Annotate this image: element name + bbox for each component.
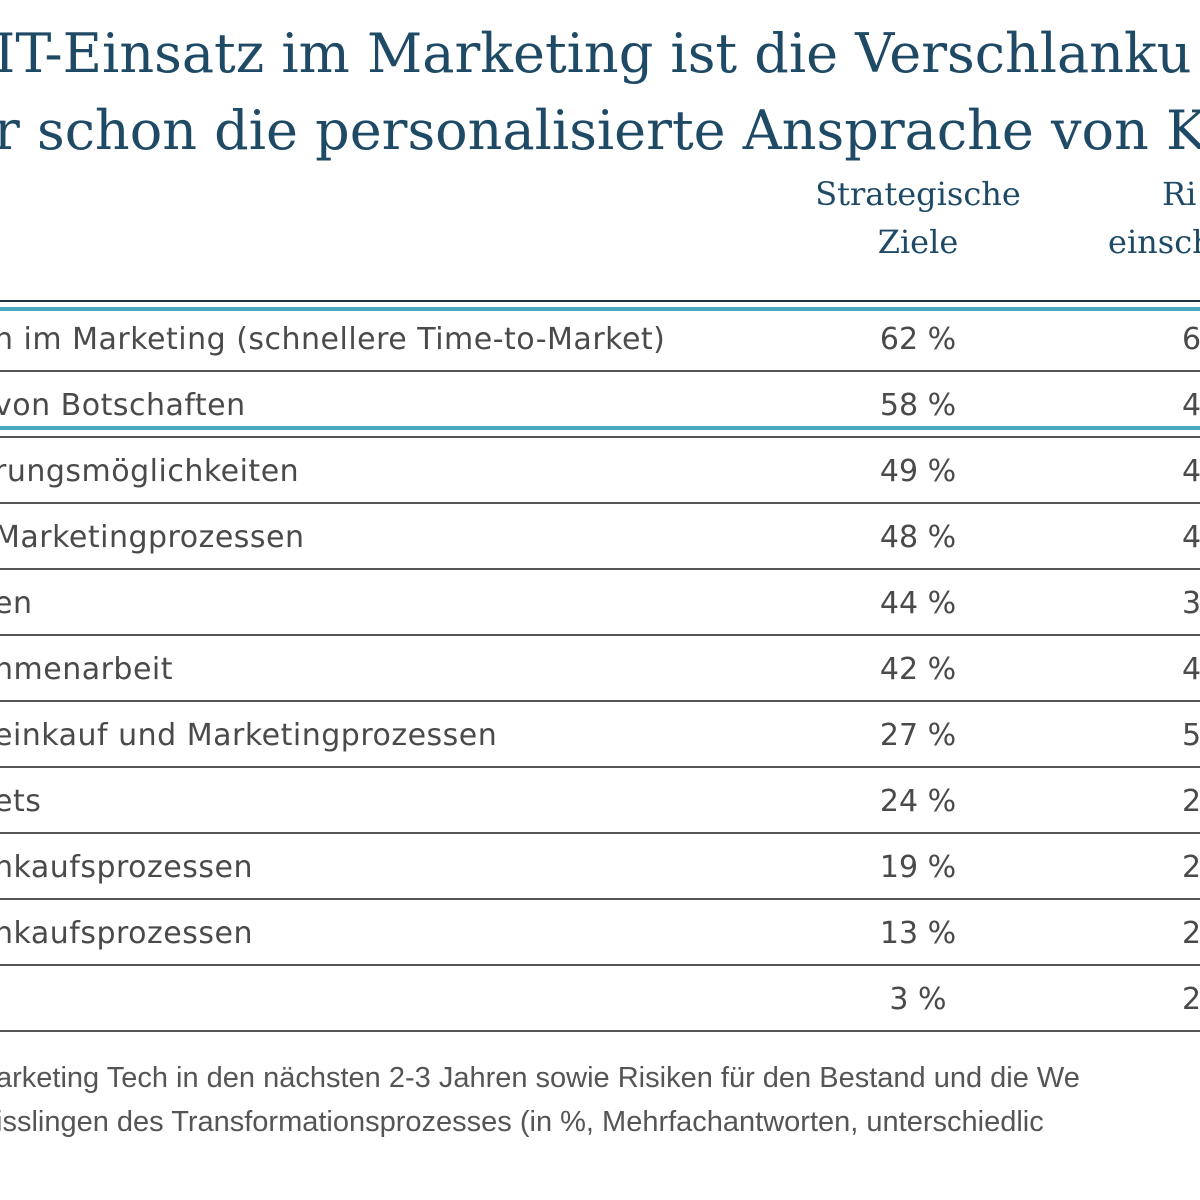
column-header-risks-line-1: Ri — [1162, 175, 1197, 213]
row-label: ets — [0, 784, 42, 819]
table-row: n im Marketing (schnellere Time-to-Marke… — [0, 304, 1200, 370]
row-value-risks: 4 — [1182, 520, 1200, 555]
table-row: nmenarbeit 42 % 4 — [0, 634, 1200, 700]
chart-title-line-2: r schon die personalisierte Ansprache vo… — [0, 99, 1200, 162]
row-value-strategic: 24 % — [879, 784, 957, 819]
row-label: nkaufsprozessen — [0, 916, 253, 951]
row-label: rungsmöglichkeiten — [0, 454, 300, 489]
row-value-strategic: 58 % — [879, 388, 957, 423]
row-value-strategic: 3 % — [889, 982, 947, 1017]
row-value-risks: 2 — [1182, 784, 1200, 819]
row-divider — [0, 964, 1200, 966]
row-value-risks: 4 — [1182, 454, 1200, 489]
row-label: n im Marketing (schnellere Time-to-Marke… — [0, 322, 666, 357]
row-divider — [0, 634, 1200, 636]
table-row: von Botschaften 58 % 4 — [0, 370, 1200, 436]
row-value-strategic: 44 % — [879, 586, 957, 621]
row-value-strategic: 27 % — [879, 718, 957, 753]
column-header-strategic-goals-line-2: Ziele — [877, 223, 959, 261]
row-label: nmenarbeit — [0, 652, 174, 687]
row-label: nkaufsprozessen — [0, 850, 253, 885]
row-divider — [0, 832, 1200, 834]
row-divider — [0, 898, 1200, 900]
row-divider — [0, 766, 1200, 768]
table-row: rungsmöglichkeiten 49 % 4 — [0, 436, 1200, 502]
row-value-risks: 2 — [1182, 916, 1200, 951]
column-header-strategic-goals-line-1: Strategische — [815, 175, 1021, 213]
column-header-strategic-goals: Strategische Ziele — [780, 170, 1056, 266]
row-value-strategic: 42 % — [879, 652, 957, 687]
row-value-strategic: 13 % — [879, 916, 957, 951]
table-row: nkaufsprozessen 19 % 2 — [0, 832, 1200, 898]
footnote-line-2: isslingen des Transformationsprozesses (… — [0, 1106, 1044, 1138]
row-divider — [0, 568, 1200, 570]
row-label: en — [0, 586, 33, 621]
row-value-strategic: 48 % — [879, 520, 957, 555]
row-divider — [0, 700, 1200, 702]
row-divider — [0, 370, 1200, 372]
table-row: nkaufsprozessen 13 % 2 — [0, 898, 1200, 964]
row-value-risks: 6 — [1182, 322, 1200, 357]
column-header-risks: Ri einsch — [1090, 170, 1200, 266]
row-label: einkauf und Marketingprozessen — [0, 718, 498, 753]
highlight-top-line — [0, 307, 1200, 311]
table-row: einkauf und Marketingprozessen 27 % 5 — [0, 700, 1200, 766]
highlight-bottom-line — [0, 426, 1200, 430]
column-header-risks-line-2: einsch — [1108, 223, 1200, 261]
row-value-risks: 2 — [1182, 982, 1200, 1017]
row-label: von Botschaften — [0, 388, 246, 423]
row-divider — [0, 502, 1200, 504]
header-rule — [0, 300, 1200, 302]
table-row: en 44 % 3 — [0, 568, 1200, 634]
table-row: ets 24 % 2 — [0, 766, 1200, 832]
chart-title-line-1: IT-Einsatz im Marketing ist die Verschla… — [0, 22, 1192, 85]
row-value-risks: 4 — [1182, 652, 1200, 687]
row-value-strategic: 62 % — [879, 322, 957, 357]
row-label: Marketingprozessen — [0, 520, 305, 555]
row-value-strategic: 49 % — [879, 454, 957, 489]
row-value-risks: 2 — [1182, 850, 1200, 885]
row-value-risks: 5 — [1182, 718, 1200, 753]
row-value-risks: 4 — [1182, 388, 1200, 423]
row-value-risks: 3 — [1182, 586, 1200, 621]
table-row: 3 % 2 — [0, 964, 1200, 1030]
bottom-rule — [0, 1030, 1200, 1032]
table-row: Marketingprozessen 48 % 4 — [0, 502, 1200, 568]
footnote-line-1: arketing Tech in den nächsten 2-3 Jahren… — [0, 1062, 1080, 1094]
row-value-strategic: 19 % — [879, 850, 957, 885]
row-divider — [0, 436, 1200, 438]
